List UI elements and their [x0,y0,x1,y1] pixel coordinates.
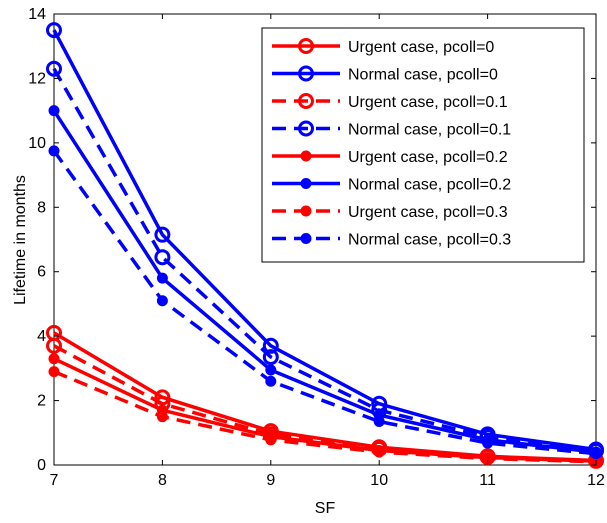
data-point [48,353,60,365]
legend-swatch-marker [300,150,312,162]
legend-label: Urgent case, pcoll=0.1 [348,94,508,111]
data-point [265,364,277,376]
y-tick-label: 12 [28,70,46,87]
data-point [48,145,60,157]
legend-swatch-marker [298,65,314,82]
y-tick-label: 14 [28,6,46,23]
legend-entry: Normal case, pcoll=0 [272,65,498,84]
legend-label: Urgent case, pcoll=0 [348,39,494,56]
series-line [52,29,597,452]
legend-box [261,27,585,263]
y-tick-label: 10 [28,135,46,152]
x-tick-label: 10 [370,472,388,489]
x-axis-label: SF [315,500,336,517]
series-line [52,109,597,454]
data-point [482,437,494,449]
data-point [154,226,171,243]
data-point [46,337,62,354]
y-tick-label: 0 [37,457,46,474]
legend-swatch-marker [300,178,312,189]
ticks-layer: 7 8 9 10 11 12 0 2 4 6 8 10 12 14 [28,6,605,489]
data-point [48,366,60,378]
x-tick-label: 8 [158,472,167,489]
data-point [46,60,62,77]
x-tick-label: 11 [479,472,496,489]
data-point [156,272,168,284]
legend-entry: Urgent case, pcoll=0 [272,38,494,56]
legend-label: Normal case, pcoll=0.2 [348,177,511,194]
data-point [262,349,279,366]
legend-entry: Urgent case, pcoll=0.1 [272,93,508,111]
legend-swatch-marker [298,120,314,137]
x-tick-label: 12 [587,472,605,489]
legend-swatch-marker [300,205,312,217]
legend-entry: Normal case, pcoll=0.3 [272,232,511,249]
series-line [53,369,597,464]
data-point [262,337,279,354]
legend-entry: Urgent case, pcoll=0.2 [272,149,508,166]
data-point [373,446,385,458]
y-tick-label: 4 [37,328,46,345]
data-point [373,416,385,428]
x-tick-label: 9 [266,472,275,489]
series-4 [46,60,604,459]
data-point [156,295,168,307]
series-line [52,67,597,453]
series-layer [46,22,604,469]
legend-entry: Normal case, pcoll=0.2 [272,177,511,194]
data-point [46,22,62,39]
legend-swatch-marker [298,93,314,109]
data-point [48,105,60,117]
legend: Urgent case, pcoll=0 Normal case, pcoll=0… [261,27,585,263]
legend-label: Normal case, pcoll=0.1 [348,122,511,139]
legend-swatch-marker [300,233,312,244]
y-tick-label: 6 [37,264,46,281]
legend-label: Urgent case, pcoll=0.3 [348,204,508,221]
legend-label: Normal case, pcoll=0.3 [348,232,511,249]
data-point [156,411,168,423]
data-point [154,249,171,266]
y-tick-label: 2 [37,393,46,410]
y-tick-label: 8 [37,199,46,216]
legend-entry: Urgent case, pcoll=0.3 [272,204,508,221]
series-8 [48,145,602,460]
legend-swatch-marker [298,38,314,54]
data-point [590,448,602,460]
data-point [265,375,277,387]
legend-label: Normal case, pcoll=0 [348,67,498,84]
data-point [265,434,277,446]
data-point [46,324,62,341]
y-axis-label: Lifetime in months [12,175,29,305]
x-tick-label: 7 [50,472,59,489]
legend-entry: Normal case, pcoll=0.1 [272,120,511,139]
series-line [52,149,597,456]
legend-label: Urgent case, pcoll=0.2 [348,149,508,166]
